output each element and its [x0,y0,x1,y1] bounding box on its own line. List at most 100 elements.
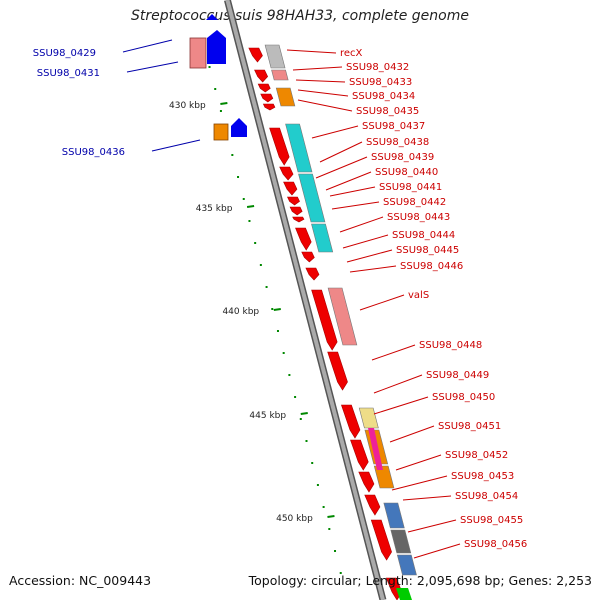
gene-label: SSU98_0452 [445,450,508,461]
gene-box [396,554,417,576]
ruler-dot [231,154,234,156]
gene-box [327,287,358,346]
ruler-dot [328,528,331,530]
ruler-dot [299,418,302,420]
gene-box [275,87,296,107]
scale-tick [246,205,255,208]
summary-text: Topology: circular; Length: 2,095,698 bp… [248,573,592,588]
gene-label: SSU98_0442 [383,197,446,208]
gene-arrow [248,47,263,63]
leader-line [391,475,448,491]
gene-label: SSU98_0448 [419,340,482,351]
gene-label: SSU98_0455 [460,515,523,526]
gene-box [383,502,405,529]
leader-line [342,234,389,249]
leader-line [325,171,372,191]
gene-arrow [350,439,369,471]
gene-arrow [311,289,338,351]
ruler-dot [311,462,314,464]
gene-box [373,465,395,489]
gene-arrow [341,404,361,439]
ruler-dot [248,220,251,222]
ruler-dot [254,242,257,244]
gene-label: SSU98_0453 [451,471,514,482]
gene-arrow [260,93,274,103]
leader-line [395,454,442,471]
gene-label: SSU98_0440 [375,167,438,178]
leader-line [292,66,343,71]
gene-label: SSU98_0432 [346,62,409,73]
gene-label: SSU98_0441 [379,182,442,193]
leader-line [297,89,349,97]
gene-left-pink [189,37,207,69]
gene-arrow [279,166,294,181]
ruler-dot [339,572,342,574]
gene-arrow [269,127,290,166]
gene-arrow [254,69,269,83]
accession-text: Accession: NC_009443 [9,573,152,588]
leader-line [349,265,397,273]
leader-line [311,125,359,139]
leader-line [295,79,346,83]
ruler-dot [294,396,297,398]
scale-tick-label: 440 kbp [222,307,259,317]
ruler-dot [316,484,319,486]
ruler-dot [305,440,308,442]
leader-line [286,49,337,54]
leader-line [329,186,376,197]
leader-line [331,201,380,210]
gene-left-blue-small [231,118,247,137]
leader-line [339,216,384,233]
gene-box [264,44,286,69]
gene-label: SSU98_0444 [392,230,455,241]
gene-arrow [305,267,320,281]
ruler-dot [208,66,211,68]
gene-label: recX [340,48,363,59]
gene-label: SSU98_0429 [33,48,96,59]
scale-tick-label: 430 kbp [169,101,206,111]
gene-arrow [364,494,381,516]
scale-tick [273,308,281,311]
gene-label: SSU98_0456 [464,539,527,550]
gene-box [285,123,313,173]
scale-tick-label: 435 kbp [196,204,233,214]
ruler-dot [259,264,262,266]
gene-box [298,173,326,223]
gene-label: SSU98_0454 [455,491,518,502]
scale-tick [327,515,335,518]
ruler-dot [282,352,285,354]
gene-arrow [287,196,300,206]
gene-box [390,529,412,554]
gene-label: SSU98_0449 [426,370,489,381]
ruler-dot [334,550,337,552]
gene-arrow [292,216,305,223]
gene-left-orange [213,123,229,141]
gene-label: SSU98_0443 [387,212,450,223]
gene-label: SSU98_0451 [438,421,501,432]
gene-arrow [327,351,348,391]
gene-label: SSU98_0436 [62,147,125,158]
gene-label: SSU98_0431 [37,68,100,79]
scale-tick [300,412,308,415]
gene-arrow [370,519,392,561]
gene-label: SSU98_0439 [371,152,434,163]
gene-label: SSU98_0435 [356,106,419,117]
leader-line [126,61,179,73]
gene-box [358,407,379,429]
gene-box [311,223,334,253]
leader-line [389,425,435,443]
gene-arrow [358,471,375,493]
leader-line [319,141,363,163]
gene-arrow [295,227,312,251]
ruler-dot [242,198,245,200]
ruler-dot [237,176,240,178]
scale-tick-label: 445 kbp [249,411,286,421]
leader-line [413,543,461,559]
gene-left-blue [207,30,226,64]
leader-line [371,344,416,361]
ruler-dot [271,308,274,310]
ruler-dot [288,374,291,376]
gene-label: SSU98_0438 [366,137,429,148]
